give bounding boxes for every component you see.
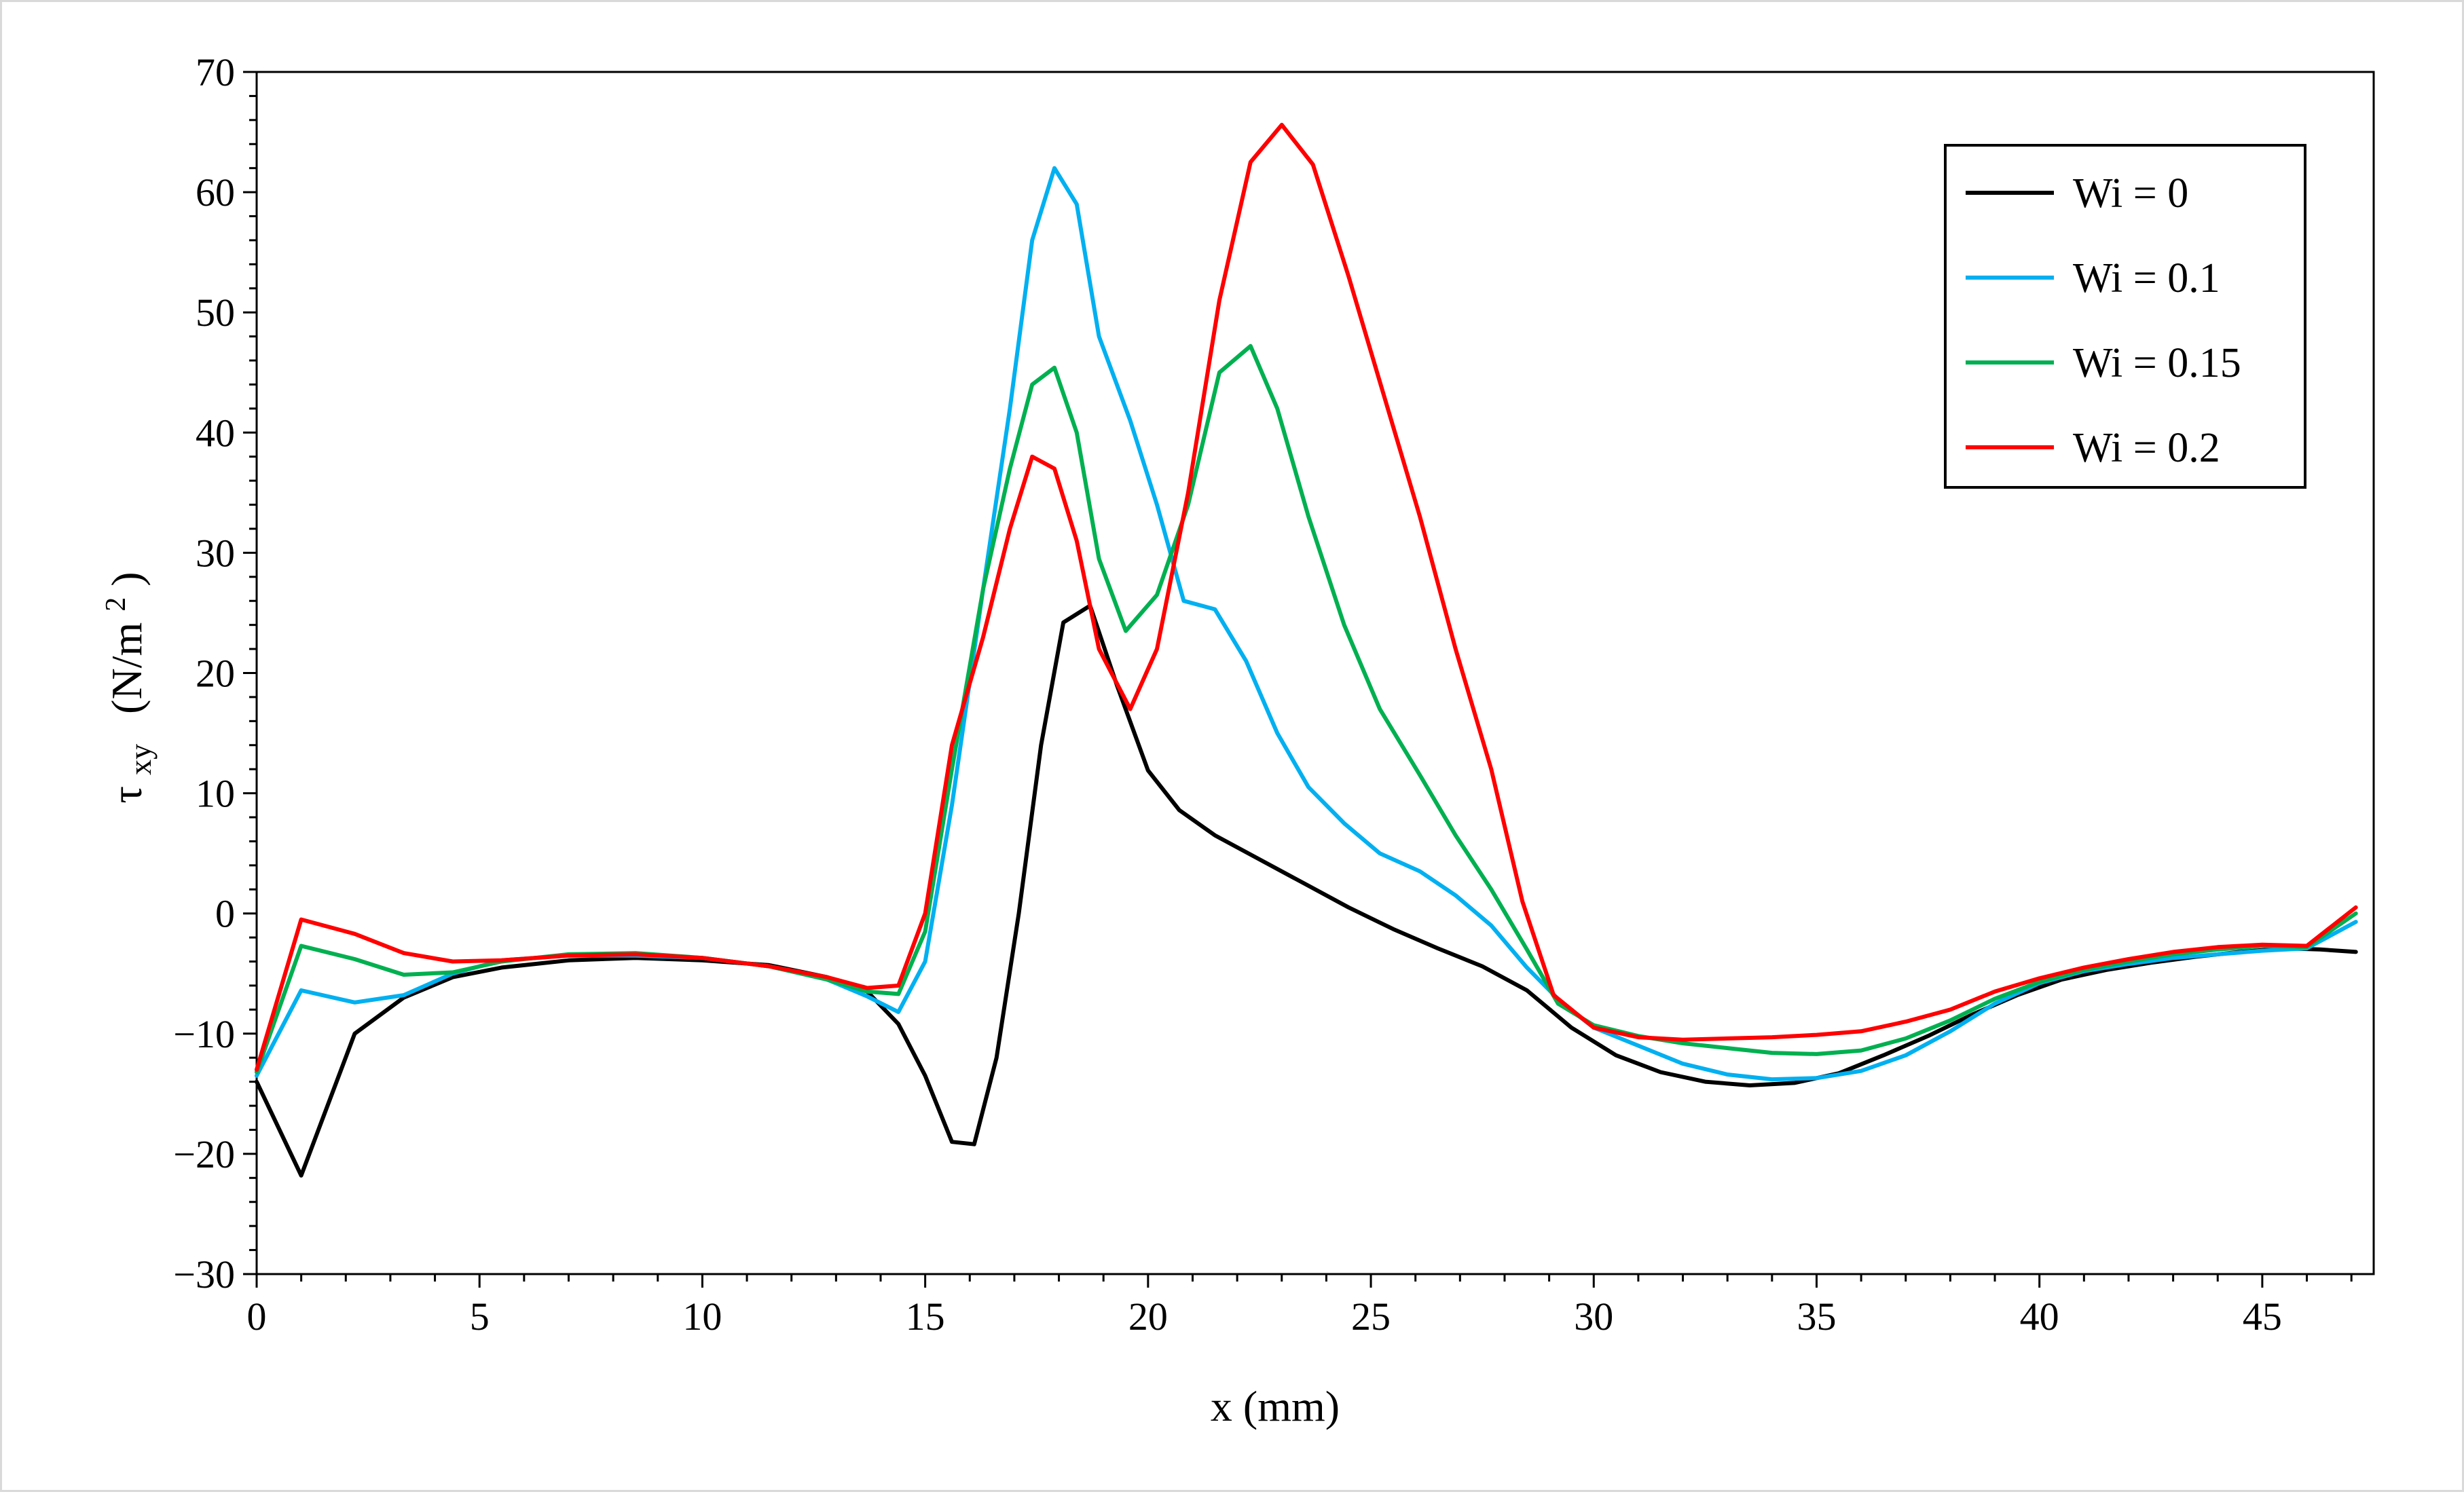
legend-label-3: Wi = 0.2 (2073, 425, 2220, 471)
x-tick-label: 0 (247, 1294, 267, 1339)
axis-ticks (243, 71, 2353, 1288)
x-axis-title: x (mm) (1211, 1382, 1340, 1430)
legend-box (1944, 144, 2306, 489)
y-axis-unit-open: (N/m (103, 622, 151, 714)
x-tick-label: 20 (1128, 1294, 1168, 1339)
x-tick-label: 30 (1574, 1294, 1613, 1339)
x-tick-label: 35 (1797, 1294, 1836, 1339)
x-tick-label: 40 (2020, 1294, 2059, 1339)
legend-label-1: Wi = 0.1 (2073, 255, 2220, 301)
x-tick-label: 25 (1351, 1294, 1391, 1339)
y-tick-label: 20 (196, 652, 235, 696)
y-tick-label: 40 (196, 411, 235, 455)
x-tick-label: 10 (682, 1294, 722, 1339)
series-line-3 (255, 122, 2358, 1072)
y-tick-label: 30 (196, 531, 235, 575)
legend-label-2: Wi = 0.15 (2073, 340, 2241, 386)
legend: Wi = 0 Wi = 0.1 Wi = 0.15 Wi = 0.2 (1944, 144, 2306, 489)
y-axis-symbol: τ (103, 786, 151, 804)
y-tick-label: −20 (173, 1132, 235, 1176)
x-tick-label: 15 (906, 1294, 945, 1339)
x-tick-label: 45 (2243, 1294, 2282, 1339)
y-axis-superscript: 2 (100, 597, 132, 612)
y-tick-label: 0 (215, 892, 235, 936)
y-tick-label: 50 (196, 291, 235, 335)
y-tick-label: 60 (196, 170, 235, 214)
y-tick-label: 10 (196, 772, 235, 816)
legend-label-0: Wi = 0 (2073, 170, 2188, 217)
series-line-0 (255, 603, 2358, 1178)
y-tick-label: −10 (173, 1012, 235, 1056)
x-tick-label: 5 (470, 1294, 490, 1339)
axis-tick-labels: −30 −20 −10 0 10 20 30 40 50 60 70 0 5 10 15 20 25 30 35 40… (173, 50, 2282, 1339)
y-axis-title: τ xy (N/m 2 ) (86, 572, 160, 803)
series-lines (255, 122, 2358, 1178)
y-axis-subscript: xy (123, 744, 158, 775)
y-axis-unit-close: ) (103, 572, 151, 586)
y-tick-label: 70 (196, 50, 235, 94)
y-tick-label: −30 (173, 1252, 235, 1296)
